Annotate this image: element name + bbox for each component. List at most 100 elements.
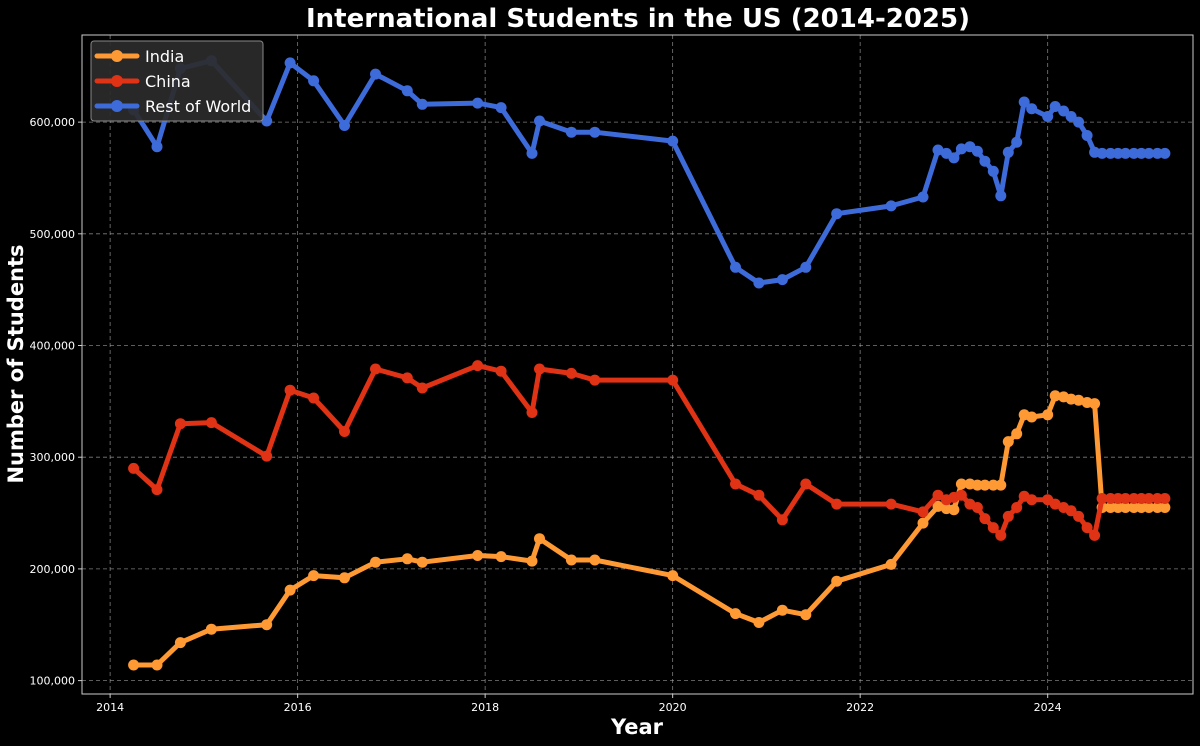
rest-of-world-point [1120,147,1131,159]
rest-of-world-point [1018,96,1030,108]
y-tick-label: 400,000 [30,340,76,353]
india-point [205,623,217,635]
china-point [1120,493,1131,504]
china-point [472,360,484,372]
rest-of-world-point [987,165,999,177]
rest-of-world-point [776,274,788,286]
india-point [753,617,765,628]
x-tick-label: 2014 [96,701,124,714]
india-point [370,556,381,568]
china-point [800,478,812,490]
china-point [128,462,140,474]
india-point [284,584,296,596]
china-point [831,498,843,510]
china-point [753,489,765,501]
rest-of-world-point [416,98,428,110]
india-point [917,517,929,529]
china-point [151,484,163,496]
china-point [534,363,545,375]
rest-of-world-point [1042,111,1054,122]
china-point [1049,498,1061,510]
x-tick-label: 2024 [1034,701,1062,714]
rest-of-world-point [308,75,320,87]
rest-of-world-point [800,261,812,273]
rest-of-world-point [1065,111,1077,122]
china-point [416,382,428,394]
y-tick-label: 200,000 [30,563,76,576]
rest-of-world-point [261,115,273,127]
india-point [667,570,679,582]
china-point [1073,510,1085,522]
india-point [955,478,967,490]
rest-of-world-point [730,261,741,273]
rest-of-world-point [284,57,296,69]
legend-box [90,40,264,122]
india-point [831,575,843,587]
china-point [917,506,929,518]
rest-of-world-point [370,68,381,80]
india-point [174,637,186,649]
india-point [565,554,577,566]
legend-item-india: India [94,47,184,66]
rest-of-world-point [932,144,944,156]
india-point [1073,394,1085,406]
india-point [1026,411,1038,423]
china-point [955,489,967,501]
china-point [1089,529,1101,541]
india-point [1143,502,1155,513]
x-tick-label: 2022 [846,701,874,714]
rest-of-world-point [667,135,679,147]
india-point [261,619,273,631]
india-point [308,570,320,582]
series-layer [128,55,1171,671]
rest-of-world-point [589,126,601,138]
china-point [1002,510,1014,522]
india-point [1159,502,1171,513]
india-point [776,604,788,616]
china-point [667,374,679,386]
rest-of-world-point [955,143,967,155]
rest-of-world-point [885,200,897,212]
india-point [979,479,991,491]
rest-of-world-point [151,141,163,153]
india-point [526,555,538,567]
china-point [174,418,186,430]
rest-of-world-point [1096,147,1108,159]
legend-label: India [145,47,184,66]
series-rest-of-world [128,55,1171,289]
china-point [932,489,944,501]
china-point [205,417,217,429]
india-point [1049,390,1061,402]
india-point [416,556,428,568]
rest-of-world-point [565,126,577,138]
china-point [495,365,507,377]
china-point [1143,493,1155,504]
india-point [472,550,484,561]
china-point [776,514,788,526]
plot-frame [81,34,1194,695]
rest-of-world-point [995,190,1007,202]
legend: India China Rest of World [90,40,264,122]
legend-item-rest-of-world: Rest of World [94,97,251,116]
india-point [1042,409,1054,421]
rest-of-world-point [401,85,413,97]
rest-of-world-point [1073,116,1085,128]
rest-of-world-point [534,115,545,127]
axis-ticks: 2014 2016 2018 2020 2022 2024 100,000 200,000 30… [30,116,1062,714]
china-point [1159,493,1171,504]
china-point [885,498,897,510]
rest-of-world-point [1049,101,1061,112]
china-point [401,372,413,384]
rest-of-world-point [1011,136,1023,148]
y-axis-label: Number of Students [4,244,28,483]
india-point [151,659,163,671]
china-point [1096,493,1108,504]
china-point [1081,522,1093,534]
rest-of-world-point [495,102,507,114]
china-point [339,426,350,437]
rest-of-world-point [753,277,765,289]
india-point [534,533,545,545]
rest-of-world-point [339,120,350,131]
india-point [885,558,897,570]
